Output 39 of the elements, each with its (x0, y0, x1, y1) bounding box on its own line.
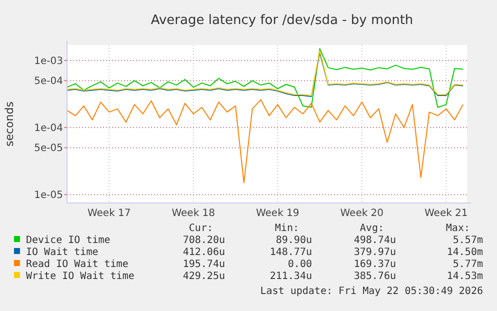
x-tick-label: Week 20 (340, 208, 384, 219)
text: 169.37u (354, 259, 396, 270)
text: Cur: (188, 223, 213, 234)
text: 379.97u (354, 247, 396, 258)
text: Avg: (360, 223, 384, 234)
text: 385.76u (354, 271, 396, 282)
text: 5.77m (452, 259, 483, 270)
y-tick-label: 1e-04 (34, 123, 63, 134)
text: 211.34u (270, 271, 312, 282)
text: Last update: Fri May 22 05:30:49 2026 (260, 286, 483, 297)
legend-label: Read IO Wait time (26, 259, 128, 270)
text: 0.00 (288, 259, 312, 270)
text: 14.50m (446, 247, 483, 258)
x-tick-label: Week 17 (87, 208, 131, 219)
text: 148.77u (270, 247, 312, 258)
y-tick-label: 5e-04 (34, 76, 63, 88)
text: 14.53m (446, 271, 483, 282)
legend-label: IO Wait time (26, 247, 98, 258)
y-axis-title: seconds (3, 101, 16, 146)
legend-label: Write IO Wait time (26, 271, 134, 282)
text: 429.25u (182, 271, 225, 282)
y-tick-label: 1e-03 (34, 56, 63, 67)
line-series (66, 48, 464, 108)
text: 5.57m (452, 235, 483, 246)
y-tick-label: 5e-05 (34, 143, 63, 154)
y-tick-label: 1e-05 (34, 190, 63, 202)
text: 89.90u (276, 235, 312, 246)
text: 498.74u (354, 235, 396, 246)
x-tick-label: Week 19 (256, 208, 300, 219)
chart-title: Average latency for /dev/sda - by month (150, 13, 414, 28)
text: 708.20u (182, 235, 225, 246)
text: Max: (446, 223, 470, 234)
x-tick-label: Week 18 (172, 208, 216, 219)
text: 195.74u (182, 259, 225, 270)
x-tick-label: Week 21 (424, 208, 468, 219)
text: 412.06u (182, 247, 225, 258)
legend-label: Device IO time (26, 235, 110, 246)
text: Min: (274, 223, 299, 234)
line-series (66, 99, 464, 184)
